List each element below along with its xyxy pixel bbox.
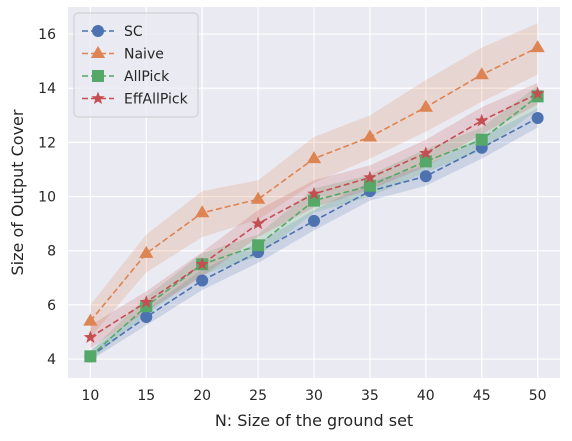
y-tick-label: 6 xyxy=(47,298,56,314)
legend-marker-naive xyxy=(90,46,106,58)
point-naive xyxy=(250,191,266,204)
y-tick-label: 16 xyxy=(38,27,56,43)
point-effallpick xyxy=(195,257,209,270)
point-effallpick xyxy=(363,170,377,184)
point-allpick xyxy=(475,133,488,146)
legend-marker-effallpick xyxy=(91,91,105,105)
y-tick-label: 8 xyxy=(47,244,56,260)
x-tick-label: 40 xyxy=(417,388,435,404)
x-tick-label: 30 xyxy=(305,388,323,404)
y-tick-label: 10 xyxy=(38,190,56,206)
x-tick-label: 50 xyxy=(529,388,547,404)
point-sc xyxy=(140,311,153,324)
legend-label-allpick: AllPick xyxy=(124,69,170,85)
point-effallpick xyxy=(251,216,265,230)
point-sc xyxy=(196,274,209,287)
x-tick-label: 35 xyxy=(361,388,379,404)
point-naive xyxy=(530,40,545,53)
point-allpick xyxy=(363,179,376,192)
y-tick-label: 14 xyxy=(38,81,56,97)
x-tick-labels: 10 15 20 25 30 35 40 45 50 xyxy=(81,388,546,404)
y-tick-label: 12 xyxy=(38,135,56,151)
y-axis-label: Size of Output Cover xyxy=(8,109,27,275)
point-effallpick xyxy=(475,113,489,127)
point-naive xyxy=(195,205,210,218)
x-axis-label: N: Size of the ground set xyxy=(215,411,413,430)
point-effallpick xyxy=(419,146,433,159)
point-naive xyxy=(139,245,154,258)
point-allpick xyxy=(140,300,153,313)
point-allpick xyxy=(84,350,97,363)
legend-box xyxy=(73,12,199,118)
x-tick-label: 20 xyxy=(193,388,211,404)
point-effallpick xyxy=(307,186,321,200)
point-naive xyxy=(83,313,98,326)
point-sc xyxy=(308,214,320,227)
legend-label-effallpick: EffAllPick xyxy=(124,92,189,108)
x-tick-label: 25 xyxy=(249,388,267,404)
point-allpick xyxy=(252,239,265,252)
point-effallpick xyxy=(530,86,545,100)
legend-marker-sc xyxy=(92,25,104,37)
legend: SC Naive AllPick EffAllPick xyxy=(73,12,199,118)
legend-label-naive: Naive xyxy=(124,47,164,63)
point-sc xyxy=(419,170,432,183)
y-tick-label: 4 xyxy=(47,352,56,368)
point-naive xyxy=(418,99,433,112)
x-tick-label: 45 xyxy=(473,388,491,404)
point-sc xyxy=(531,112,544,125)
point-effallpick xyxy=(83,330,98,344)
point-allpick xyxy=(419,155,432,168)
legend-marker-allpick xyxy=(92,70,104,82)
x-tick-label: 15 xyxy=(137,388,155,404)
point-naive xyxy=(362,129,378,142)
series-markers xyxy=(83,40,545,363)
legend-label-sc: SC xyxy=(124,24,143,40)
x-tick-label: 10 xyxy=(81,388,99,404)
y-tick-labels: 4 6 8 10 12 14 16 xyxy=(38,27,56,368)
point-naive xyxy=(306,151,322,164)
point-naive xyxy=(474,67,489,80)
point-effallpick xyxy=(139,295,153,308)
